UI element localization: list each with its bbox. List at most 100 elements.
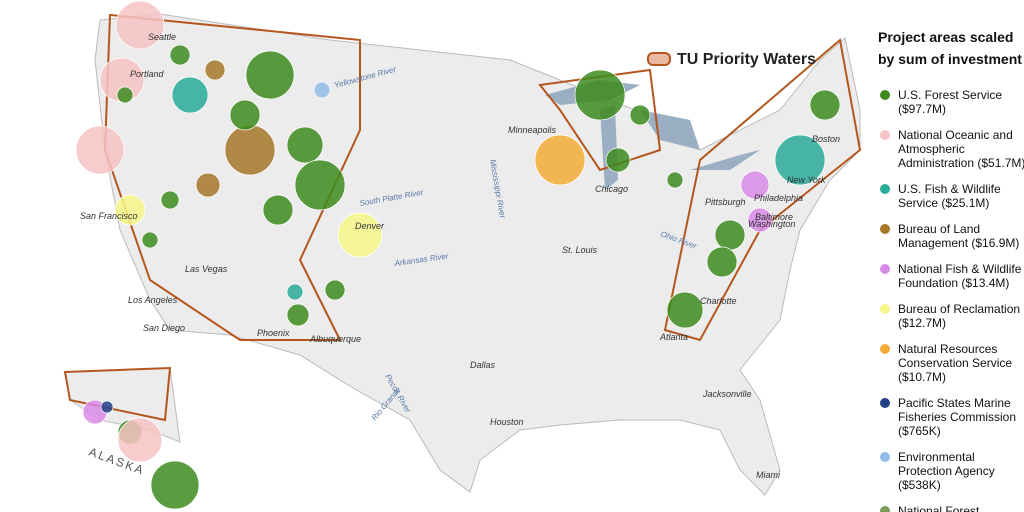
legend-label: Fisheries Commission	[898, 410, 1016, 424]
legend-swatch	[880, 344, 890, 354]
project-bubble	[774, 134, 826, 186]
project-bubble	[160, 190, 180, 210]
priority-area	[63, 366, 172, 422]
project-bubble	[169, 44, 191, 66]
project-bubble	[117, 417, 163, 463]
legend-swatch	[880, 130, 890, 140]
legend-swatch	[880, 264, 890, 274]
project-bubble	[245, 50, 295, 100]
city-label: Dallas	[470, 360, 496, 370]
city-label: San Francisco	[80, 211, 138, 221]
project-bubble	[195, 172, 221, 198]
project-bubble	[294, 159, 346, 211]
legend-label: ($765K)	[898, 424, 941, 438]
project-bubble	[740, 170, 770, 200]
legend-title: by sum of investment	[878, 51, 1022, 67]
project-bubble	[75, 125, 125, 175]
legend-swatch	[880, 90, 890, 100]
city-label: Portland	[130, 69, 165, 79]
city-label: Washington	[748, 219, 795, 229]
city-label: New York	[787, 175, 826, 185]
city-label: Charlotte	[700, 296, 737, 306]
project-bubble	[666, 171, 684, 189]
project-bubble	[171, 76, 209, 114]
legend-label: Bureau of Land	[898, 222, 980, 236]
legend-label: Natural Resources	[898, 342, 997, 356]
project-bubble	[114, 194, 146, 226]
project-bubble	[706, 246, 738, 278]
priority-legend: TU Priority Waters	[677, 51, 816, 68]
priority-swatch	[647, 52, 671, 66]
project-bubble	[666, 291, 704, 329]
project-bubble	[324, 279, 346, 301]
city-label: Seattle	[148, 32, 176, 42]
legend-swatch	[880, 224, 890, 234]
legend-label: Atmospheric	[898, 142, 965, 156]
legend-swatch	[880, 304, 890, 314]
legend-label: National Fish & Wildlife	[898, 262, 1022, 276]
legend-swatch	[880, 452, 890, 462]
us-outline	[94, 13, 861, 496]
project-bubble	[809, 89, 841, 121]
legend-label: Service ($25.1M)	[898, 196, 989, 210]
legend-label: Environmental	[898, 450, 975, 464]
legend-label: ($97.7M)	[898, 102, 946, 116]
city-label: Chicago	[595, 184, 628, 194]
project-bubble	[100, 400, 114, 414]
project-bubble	[116, 86, 134, 104]
city-label: St. Louis	[562, 245, 598, 255]
city-label: Boston	[812, 134, 840, 144]
legend-swatch	[880, 398, 890, 408]
priority-area	[103, 13, 361, 341]
city-label: Atlanta	[659, 332, 688, 342]
city-label: Las Vegas	[185, 264, 228, 274]
project-bubble	[286, 283, 304, 301]
legend-label: ($12.7M)	[898, 316, 946, 330]
legend-label: National Forest	[898, 504, 980, 512]
legend-label: U.S. Forest Service	[898, 88, 1002, 102]
project-bubble	[229, 99, 261, 131]
legend-swatch	[880, 506, 890, 512]
city-label: Phoenix	[257, 328, 290, 338]
great-lakes	[690, 150, 760, 170]
city-label: San Diego	[143, 323, 185, 333]
project-bubble	[150, 460, 200, 510]
project-bubble	[714, 219, 746, 251]
city-label: Albuquerque	[309, 334, 361, 344]
city-label: Pittsburgh	[705, 197, 746, 207]
project-bubble	[115, 0, 165, 50]
legend-label: ($538K)	[898, 478, 941, 492]
city-label: Los Angeles	[128, 295, 178, 305]
project-bubble	[747, 207, 773, 233]
city-label: Houston	[490, 417, 524, 427]
legend-swatch	[880, 184, 890, 194]
project-bubble	[337, 212, 383, 258]
legend-label: ($10.7M)	[898, 370, 946, 384]
legend-label: Protection Agency	[898, 464, 995, 478]
city-label: Denver	[355, 221, 385, 231]
city-label: Miami	[756, 470, 781, 480]
project-bubble	[204, 59, 226, 81]
city-label: Philadelphia	[754, 193, 803, 203]
legend-label: Bureau of Reclamation	[898, 302, 1020, 316]
project-bubble	[313, 81, 331, 99]
legend-label: Administration ($51.7M)	[898, 156, 1024, 170]
legend-label: Conservation Service	[898, 356, 1012, 370]
project-bubble	[534, 134, 586, 186]
legend-title: Project areas scaled	[878, 29, 1013, 45]
project-bubble	[286, 303, 310, 327]
project-bubble	[141, 231, 159, 249]
project-bubble	[574, 69, 626, 121]
legend-label: Foundation ($13.4M)	[898, 276, 1009, 290]
project-bubble	[262, 194, 294, 226]
project-bubble	[286, 126, 324, 164]
legend-label: U.S. Fish & Wildlife	[898, 182, 1001, 196]
legend-label: National Oceanic and	[898, 128, 1013, 142]
city-label: Minneapolis	[508, 125, 557, 135]
great-lakes	[640, 110, 700, 150]
legend-label: Management ($16.9M)	[898, 236, 1019, 250]
city-label: Baltimore	[755, 212, 793, 222]
project-bubble	[629, 104, 651, 126]
project-bubble	[605, 147, 631, 173]
